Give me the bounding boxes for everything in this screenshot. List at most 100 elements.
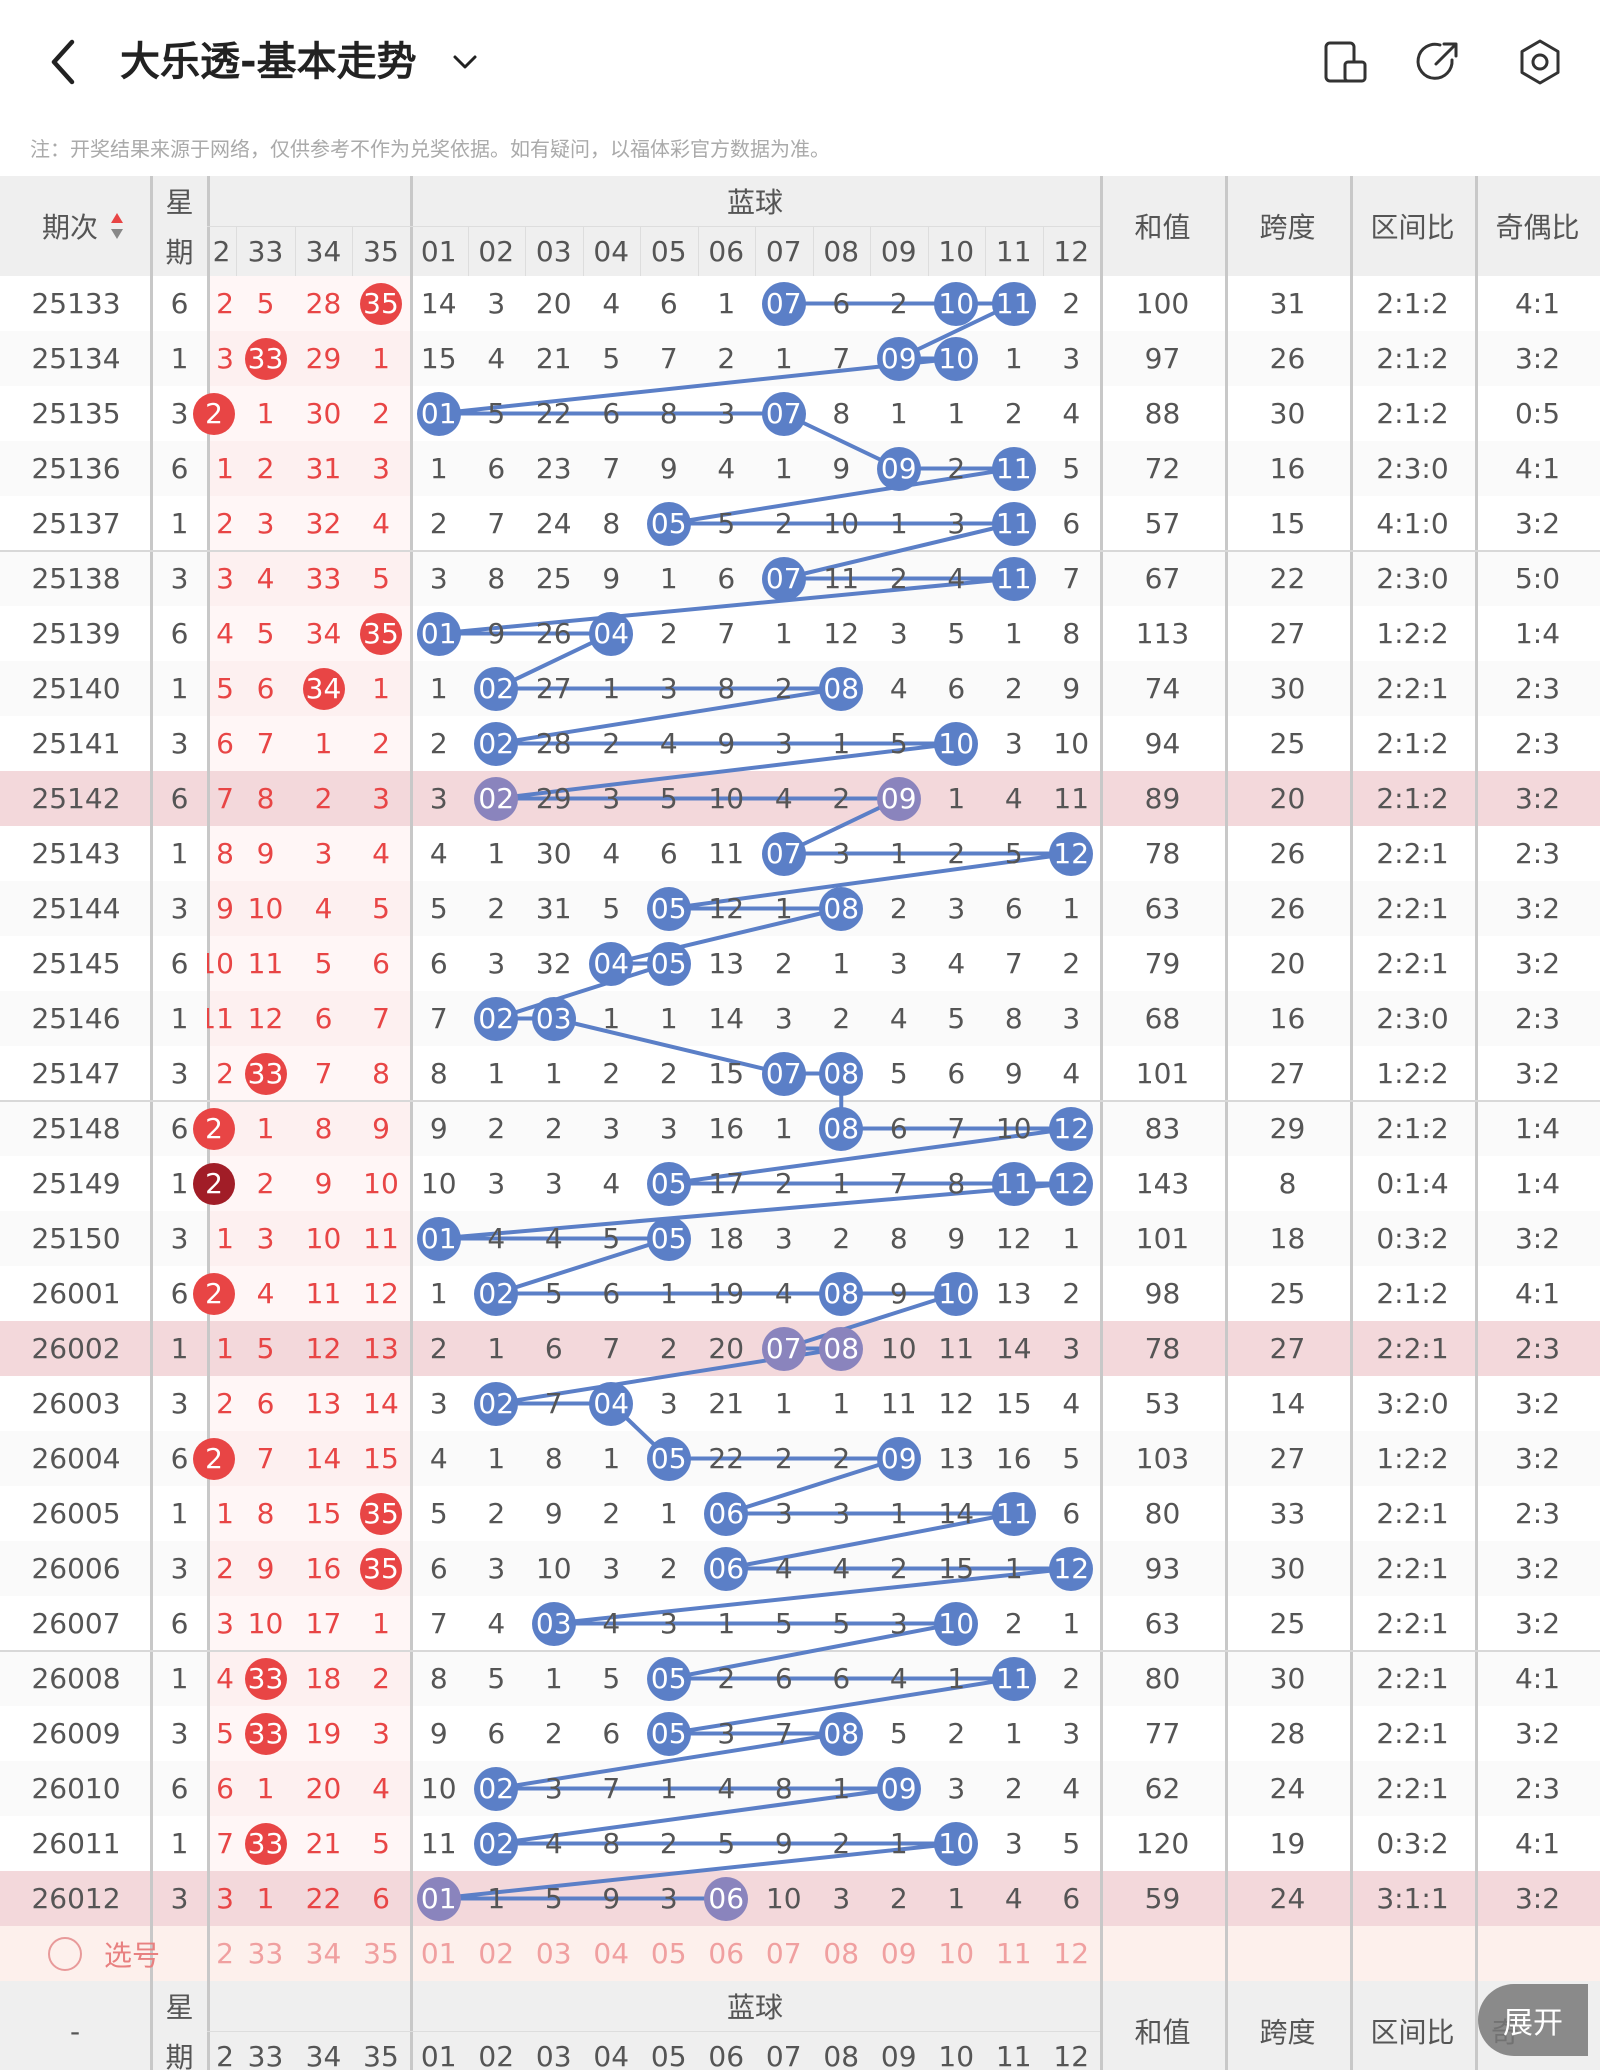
blue-ball[interactable]: 08: [819, 1711, 864, 1756]
select-blue-number[interactable]: 10: [938, 1937, 975, 1970]
blue-ball[interactable]: 02: [474, 996, 519, 1041]
blue-ball[interactable]: 07: [761, 281, 806, 326]
blue-ball[interactable]: 09: [876, 776, 921, 821]
blue-cell: 1: [429, 452, 448, 485]
select-blue-number[interactable]: 09: [880, 1937, 917, 1970]
blue-ball[interactable]: 11: [991, 1161, 1036, 1206]
period-cell: 26010: [31, 1772, 121, 1805]
blue-cell: 26: [535, 617, 572, 650]
select-blue-number[interactable]: 04: [593, 1937, 630, 1970]
blue-ball[interactable]: 11: [991, 281, 1036, 326]
split-screen-icon[interactable]: [1320, 36, 1372, 88]
blue-ball[interactable]: 12: [1049, 1161, 1094, 1206]
select-front-number[interactable]: 35: [363, 1937, 399, 1970]
share-icon[interactable]: [1412, 36, 1464, 88]
blue-ball[interactable]: 03: [531, 996, 576, 1041]
blue-cell: 1: [889, 397, 908, 430]
blue-ball[interactable]: 01: [416, 1876, 461, 1921]
blue-ball[interactable]: 08: [819, 1271, 864, 1316]
select-blue-number[interactable]: 08: [823, 1937, 860, 1970]
chevron-left-icon[interactable]: [44, 34, 84, 90]
blue-ball[interactable]: 04: [589, 941, 634, 986]
blue-ball[interactable]: 07: [761, 831, 806, 876]
select-blue-number[interactable]: 07: [765, 1937, 802, 1970]
blue-ball[interactable]: 09: [876, 1436, 921, 1481]
select-blue-number[interactable]: 12: [1053, 1937, 1090, 1970]
chevron-down-icon[interactable]: [450, 42, 480, 82]
blue-ball[interactable]: 02: [474, 721, 519, 766]
blue-ball[interactable]: 08: [819, 1326, 864, 1371]
blue-ball[interactable]: 10: [934, 1271, 979, 1316]
blue-ball[interactable]: 07: [761, 1051, 806, 1096]
blue-ball[interactable]: 11: [991, 556, 1036, 601]
blue-ball[interactable]: 01: [416, 391, 461, 436]
blue-ball[interactable]: 08: [819, 1051, 864, 1096]
blue-ball[interactable]: 02: [474, 776, 519, 821]
blue-ball[interactable]: 04: [589, 611, 634, 656]
blue-ball[interactable]: 10: [934, 1601, 979, 1646]
blue-ball[interactable]: 12: [1049, 1106, 1094, 1151]
blue-ball[interactable]: 05: [646, 886, 691, 931]
blue-ball[interactable]: 02: [474, 1271, 519, 1316]
blue-ball[interactable]: 05: [646, 1656, 691, 1701]
blue-ball[interactable]: 10: [934, 281, 979, 326]
blue-ball[interactable]: 08: [819, 1106, 864, 1151]
blue-ball[interactable]: 05: [646, 941, 691, 986]
select-blue-number[interactable]: 03: [535, 1937, 572, 1970]
page-title[interactable]: 大乐透-基本走势: [120, 39, 417, 85]
select-front-number[interactable]: 2: [216, 1937, 234, 1970]
stat-cell: 4:1: [1514, 1827, 1561, 1860]
blue-ball[interactable]: 09: [876, 446, 921, 491]
blue-ball[interactable]: 02: [474, 1821, 519, 1866]
blue-ball[interactable]: 08: [819, 666, 864, 711]
blue-ball[interactable]: 10: [934, 336, 979, 381]
select-front-number[interactable]: 33: [247, 1937, 284, 1970]
blue-ball[interactable]: 09: [876, 336, 921, 381]
blue-ball[interactable]: 05: [646, 1711, 691, 1756]
blue-ball[interactable]: 09: [876, 1766, 921, 1811]
blue-ball[interactable]: 07: [761, 391, 806, 436]
blue-ball[interactable]: 05: [646, 1161, 691, 1206]
blue-ball[interactable]: 12: [1049, 831, 1094, 876]
blue-ball[interactable]: 10: [934, 721, 979, 766]
sort-icon[interactable]: [110, 211, 124, 241]
front-cell: 4: [256, 1277, 275, 1310]
expand-button[interactable]: 展开: [1478, 1984, 1588, 2056]
blue-ball[interactable]: 11: [991, 501, 1036, 546]
select-blue-number[interactable]: 01: [420, 1937, 457, 1970]
gear-icon[interactable]: [1514, 36, 1566, 88]
blue-ball[interactable]: 03: [531, 1601, 576, 1646]
blue-ball[interactable]: 06: [704, 1491, 749, 1536]
blue-ball[interactable]: 02: [474, 1766, 519, 1811]
select-blue-number[interactable]: 11: [995, 1937, 1032, 1970]
select-front-number[interactable]: 34: [305, 1937, 342, 1970]
blue-ball[interactable]: 01: [416, 611, 461, 656]
select-blue-number[interactable]: 05: [650, 1937, 687, 1970]
front-cell: 4: [216, 617, 234, 650]
front-area-bg: [207, 1376, 410, 1431]
select-label[interactable]: 选号: [103, 1938, 160, 1972]
blue-ball[interactable]: 10: [934, 1821, 979, 1866]
blue-ball[interactable]: 05: [646, 1216, 691, 1261]
front-cell: 14: [363, 1387, 399, 1420]
blue-ball[interactable]: 06: [704, 1876, 749, 1921]
select-toggle[interactable]: [48, 1937, 82, 1971]
blue-ball[interactable]: 06: [704, 1546, 749, 1591]
blue-ball[interactable]: 12: [1049, 1546, 1094, 1591]
blue-ball[interactable]: 07: [761, 1326, 806, 1371]
blue-ball[interactable]: 11: [991, 1656, 1036, 1701]
blue-ball[interactable]: 01: [416, 1216, 461, 1261]
select-blue-number[interactable]: 02: [478, 1937, 515, 1970]
blue-ball[interactable]: 02: [474, 1381, 519, 1426]
blue-ball[interactable]: 11: [991, 446, 1036, 491]
blue-cell: 1: [889, 1497, 908, 1530]
blue-ball[interactable]: 02: [474, 666, 519, 711]
period-header[interactable]: 期次: [41, 211, 98, 244]
blue-ball[interactable]: 08: [819, 886, 864, 931]
blue-ball[interactable]: 04: [589, 1381, 634, 1426]
blue-ball[interactable]: 07: [761, 556, 806, 601]
blue-ball[interactable]: 05: [646, 1436, 691, 1481]
blue-ball[interactable]: 05: [646, 501, 691, 546]
select-blue-number[interactable]: 06: [708, 1937, 745, 1970]
blue-ball[interactable]: 11: [991, 1491, 1036, 1536]
